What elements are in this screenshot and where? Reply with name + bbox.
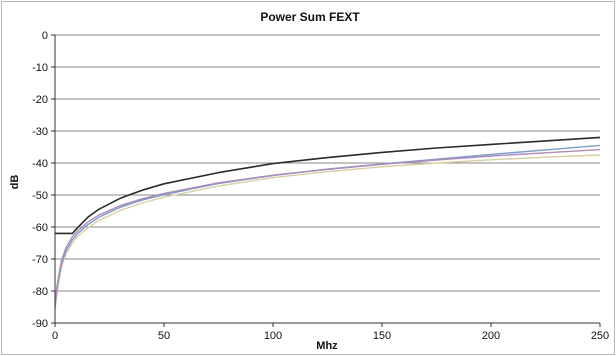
- x-tick-label: 100: [264, 330, 282, 342]
- x-tick-label: 200: [482, 330, 500, 342]
- series-line-3: [54, 144, 601, 308]
- grid: [55, 34, 600, 292]
- y-tick-label: 0: [42, 30, 48, 42]
- y-tick-label: -90: [32, 318, 48, 330]
- y-axis-title: dB: [9, 175, 21, 190]
- x-axis-title: Mhz: [316, 340, 338, 352]
- y-tick-label: -20: [32, 94, 48, 106]
- y-tick-label: -50: [32, 190, 48, 202]
- series-line-2: [54, 148, 601, 304]
- axes: [51, 34, 601, 327]
- y-tick-label: -80: [32, 286, 48, 298]
- y-tick-label: -40: [32, 158, 48, 170]
- chart-title: Power Sum FEXT: [260, 10, 360, 24]
- x-tick-label: 0: [52, 330, 58, 342]
- tick-labels: 0 -10 -20 -30 -40 -50 -60 -70 -80 -90 0 50 100 150 200…: [32, 30, 609, 342]
- x-tick-label: 150: [373, 330, 391, 342]
- y-tick-label: -60: [32, 222, 48, 234]
- series-layer: [54, 136, 601, 311]
- x-tick-label: 50: [158, 330, 170, 342]
- series-line-1: [55, 136, 601, 235]
- y-tick-label: -30: [32, 126, 48, 138]
- series-line-4: [54, 154, 601, 311]
- x-tick-label: 250: [591, 330, 609, 342]
- y-tick-label: -70: [32, 254, 48, 266]
- y-tick-label: -10: [32, 62, 48, 74]
